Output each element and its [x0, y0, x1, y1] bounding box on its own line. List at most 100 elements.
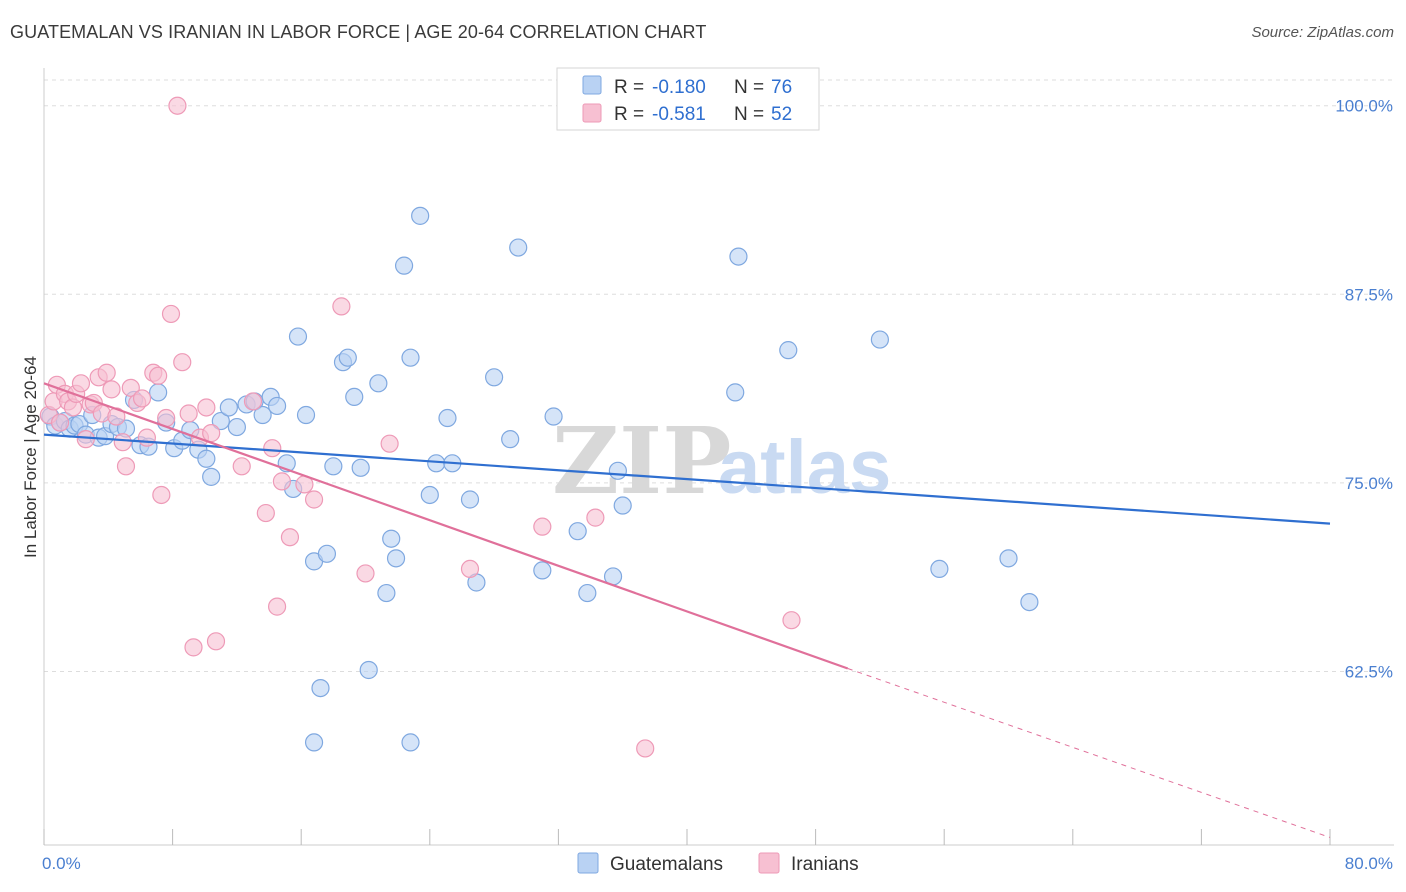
guatemalan-point-46	[369, 374, 388, 393]
legend-r-value-1: -0.180	[652, 77, 706, 98]
bottom-legend-iranians: Iranians	[791, 854, 859, 875]
guatemalan-point-64	[568, 522, 587, 541]
iranian-point-29	[173, 353, 192, 372]
iranian-point-31	[184, 638, 203, 657]
guatemalan-point-70	[729, 247, 748, 266]
guatemalan-point-24	[202, 467, 221, 486]
y-tick-label-1: 75.0%	[1345, 474, 1393, 493]
legend-n-label-2: N =	[734, 104, 764, 125]
guatemalan-point-36	[296, 405, 316, 425]
guatemalan-point-72	[870, 330, 890, 349]
guatemalan-point-61	[509, 238, 528, 257]
iranian-point-33	[197, 398, 216, 417]
y-axis-label: In Labor Force | Age 20-64	[21, 356, 40, 558]
iranian-point-21	[132, 389, 152, 408]
chart-source: Source: ZipAtlas.com	[1251, 24, 1394, 41]
watermark-atlas: atlas	[718, 425, 891, 510]
legend-n-value-1: 76	[771, 77, 792, 98]
iranian-point-22	[137, 428, 156, 447]
watermark: ZIP atlas	[552, 407, 891, 515]
guatemalan-point-54	[427, 454, 446, 473]
iranian-point-30	[179, 404, 198, 423]
guatemalan-trend-line	[43, 433, 1331, 525]
guatemalan-point-35	[288, 327, 308, 346]
guatemalan-point-23	[197, 449, 216, 468]
iranian-point-47	[380, 434, 399, 453]
watermark-zip: ZIP	[552, 407, 731, 515]
iranian-points	[39, 96, 801, 758]
iranian-point-25	[152, 485, 171, 505]
iranian-point-45	[332, 297, 351, 316]
guatemalan-point-73	[930, 559, 949, 579]
iranian-point-41	[272, 472, 292, 491]
guatemalan-point-74	[999, 549, 1018, 568]
iranian-point-52	[782, 611, 801, 630]
legend-r-label-2: R =	[614, 104, 644, 125]
guatemalan-point-55	[438, 408, 457, 428]
guatemalan-point-62	[533, 561, 552, 580]
trend-lines	[43, 382, 1331, 838]
chart-title: GUATEMALAN VS IRANIAN IN LABOR FORCE | A…	[10, 22, 707, 42]
iranian-point-49	[533, 517, 552, 536]
legend-box: R = -0.180 N = 76 R = -0.581 N = 52	[556, 67, 820, 131]
guatemalan-point-76	[304, 733, 324, 752]
iranian-point-46	[356, 564, 375, 583]
y-tick-label-2: 87.5%	[1345, 285, 1393, 304]
iranian-point-36	[232, 457, 251, 476]
guatemalan-point-43	[345, 387, 364, 407]
guatemalan-point-44	[351, 458, 370, 477]
legend-n-label-1: N =	[734, 77, 764, 98]
iranian-point-44	[304, 490, 324, 509]
iranian-point-28	[168, 96, 187, 115]
x-tick-label-1: 80.0%	[1345, 854, 1393, 873]
iranian-point-48	[460, 559, 480, 579]
guatemalan-point-77	[401, 733, 420, 752]
guatemalan-point-59	[485, 368, 504, 387]
guatemalan-point-42	[338, 348, 357, 367]
iranian-point-35	[206, 632, 226, 651]
iranian-point-37	[243, 392, 263, 411]
iranian-point-18	[116, 457, 136, 476]
iranian-point-8	[71, 374, 91, 393]
iranian-point-51	[636, 739, 655, 758]
iranian-point-3	[50, 413, 70, 432]
guatemalan-point-17	[149, 383, 168, 402]
guatemalan-point-26	[219, 398, 238, 417]
guatemalan-point-52	[411, 206, 430, 225]
guatemalan-point-50	[394, 256, 414, 275]
guatemalan-point-60	[501, 430, 520, 449]
guatemalan-point-68	[613, 496, 632, 515]
guatemalan-point-32	[267, 396, 287, 416]
iranian-point-19	[121, 378, 140, 397]
guatemalan-point-53	[420, 485, 439, 505]
iranian-point-15	[102, 380, 121, 399]
iranian-point-50	[586, 508, 605, 527]
axes	[43, 68, 1394, 846]
guatemalan-point-69	[726, 383, 745, 402]
legend-r-label-1: R =	[614, 77, 644, 98]
bottom-legend: Guatemalans Iranians	[577, 852, 859, 875]
iranian-point-38	[256, 503, 275, 523]
guatemalan-point-51	[401, 348, 420, 367]
guatemalan-point-48	[382, 529, 401, 548]
iranian-point-24	[149, 366, 168, 385]
guatemalan-point-71	[779, 341, 798, 360]
guatemalan-point-47	[377, 583, 396, 603]
iranian-point-27	[161, 304, 181, 324]
guatemalan-point-30	[253, 405, 272, 425]
y-tick-label-0: 62.5%	[1345, 662, 1393, 681]
guatemalan-point-39	[317, 544, 337, 563]
iranian-point-40	[267, 597, 287, 616]
y-tick-label-3: 100.0%	[1335, 97, 1393, 116]
guatemalan-point-65	[578, 583, 597, 603]
iranian-trend-line	[43, 382, 849, 670]
bottom-legend-guatemalans: Guatemalans	[610, 854, 723, 875]
legend-swatch-iranians	[582, 103, 602, 123]
guatemalan-point-38	[311, 678, 330, 698]
guatemalan-point-67	[608, 461, 627, 480]
iranian-point-14	[97, 363, 116, 382]
bottom-legend-swatch-iranians	[758, 852, 780, 874]
iranian-point-39	[263, 439, 282, 458]
guatemalan-point-63	[544, 407, 563, 426]
